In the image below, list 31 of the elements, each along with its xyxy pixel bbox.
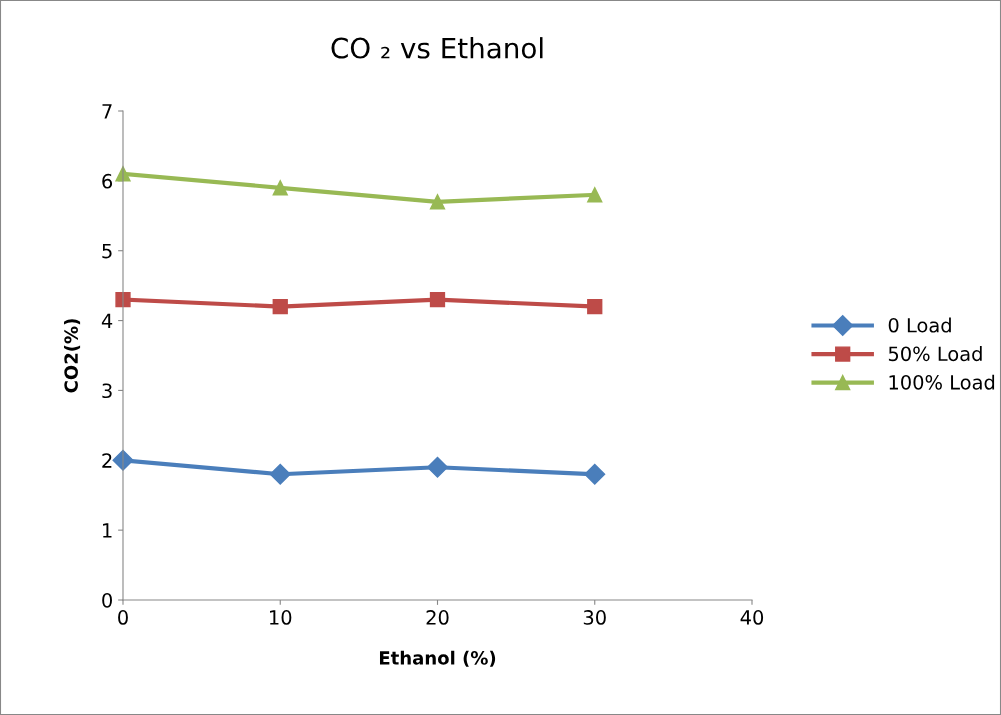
y-tick-label: 0 <box>102 592 112 608</box>
point <box>272 180 288 196</box>
point <box>115 166 131 182</box>
point <box>429 194 446 210</box>
point <box>112 449 134 471</box>
point <box>587 187 603 203</box>
y-tick-label: 6 <box>102 173 113 189</box>
legend-label: 0 Load <box>888 317 951 333</box>
y-axis-title: CO2(%) <box>64 319 81 393</box>
y-tick-label: 4 <box>101 313 113 328</box>
chart-title: CO ₂ vs Ethanol <box>331 37 543 59</box>
y-tick-label: 2 <box>102 453 112 468</box>
x-tick-label: 40 <box>740 610 764 625</box>
point <box>584 463 606 485</box>
x-tick-label: 10 <box>270 610 292 625</box>
x-tick-label: 0 <box>118 610 128 625</box>
point <box>272 298 288 315</box>
x-tick-label: 20 <box>426 610 449 625</box>
y-tick-label: 3 <box>102 383 112 399</box>
y-tick-label: 5 <box>102 243 112 259</box>
point <box>426 456 449 478</box>
point <box>269 463 291 485</box>
point <box>587 298 603 315</box>
legend-label: 50% Load <box>888 346 982 362</box>
legend-label: 100% Load <box>889 374 995 390</box>
point <box>115 291 131 308</box>
x-tick-label: 30 <box>583 610 606 625</box>
y-tick-label: 7 <box>102 104 112 119</box>
point <box>429 291 446 308</box>
x-axis-title: Ethanol (%) <box>379 650 496 667</box>
y-tick-label: 1 <box>103 523 112 538</box>
